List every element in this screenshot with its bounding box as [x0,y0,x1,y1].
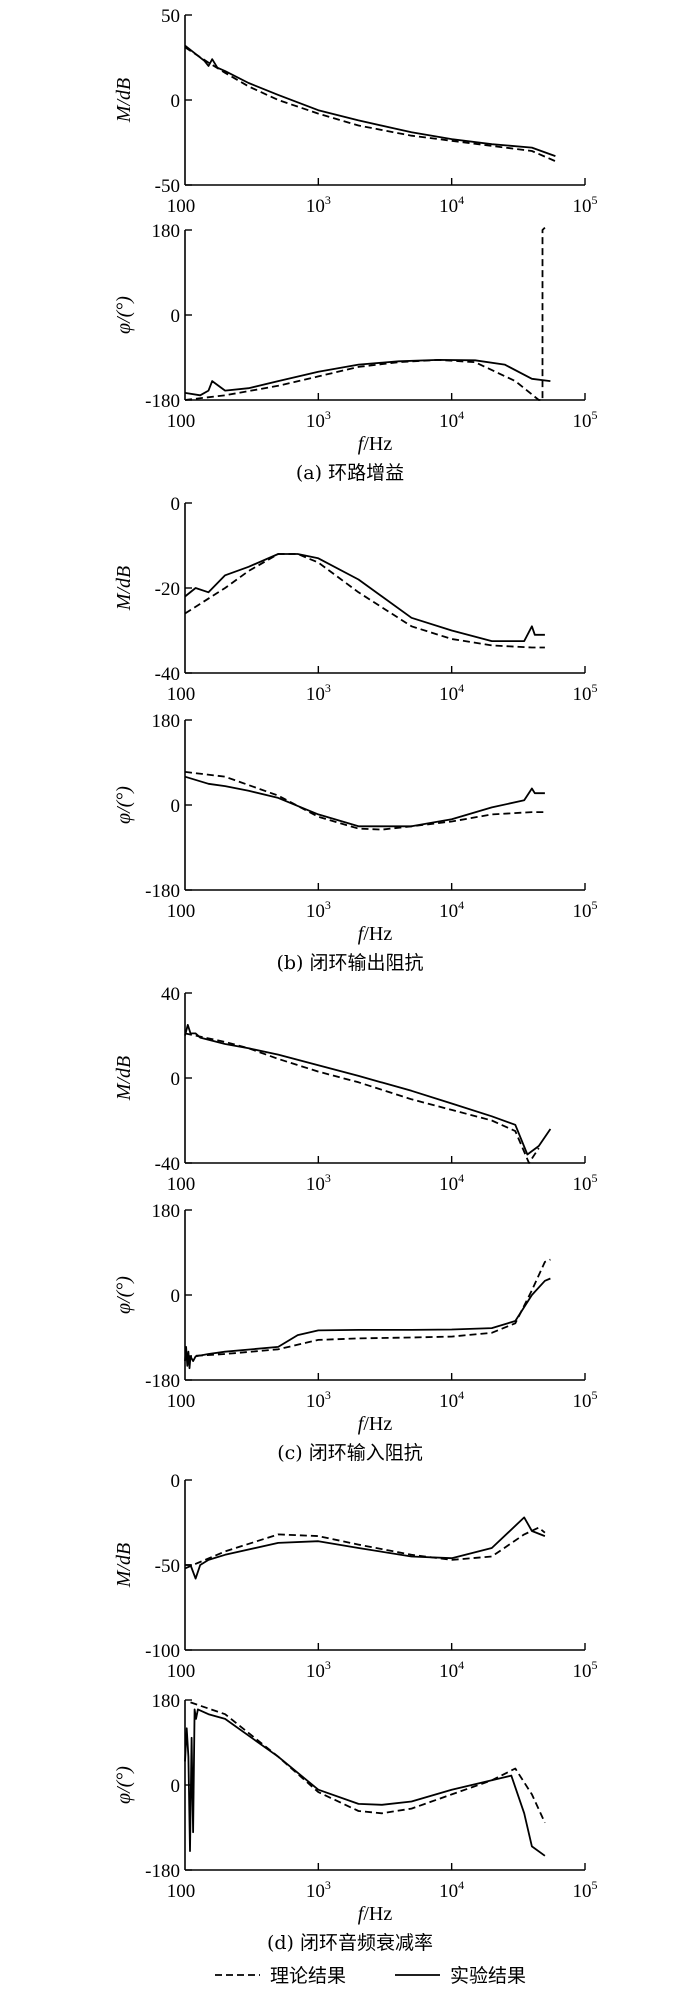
y-tick-label: 0 [171,306,181,327]
panel-caption: (d) 闭环音频衰减率 [267,1932,433,1954]
y-tick-label: 180 [152,711,181,732]
theory-series-line [184,1526,546,1570]
experiment-series-line [184,1024,552,1156]
x-tick-label: 100 [167,684,196,705]
y-tick-label: -180 [145,391,180,412]
x-tick-label: 105 [573,1878,598,1902]
x-axis-label: f/Hz [358,433,393,455]
y-tick-label: 0 [171,1286,181,1307]
y-tick-label: -40 [155,664,180,685]
y-axis-label: M/dB [113,78,135,123]
legend: 理论结果 实验结果 [215,1965,526,1987]
x-tick-label: 103 [306,1658,331,1682]
x-tick-label: 104 [439,1878,464,1902]
x-tick-label: 100 [167,411,196,432]
legend-label: 理论结果 [270,1965,346,1987]
y-axis-label: M/dB [113,1543,135,1588]
x-tick-label: 103 [306,1878,331,1902]
y-tick-label: 180 [152,1201,181,1222]
y-tick-label: -180 [145,1861,180,1882]
y-tick-label: -50 [155,176,180,197]
y-tick-label: 0 [171,1471,181,1492]
experiment-series-line [184,553,545,642]
y-tick-label: 0 [171,796,181,817]
y-tick-label: -40 [155,1154,180,1175]
legend-label: 实验结果 [450,1965,526,1987]
theory-series-line [184,1258,551,1358]
y-tick-label: -20 [155,579,180,600]
y-axis-label: φ/(°) [113,1276,135,1314]
x-tick-label: 100 [167,901,196,922]
y-tick-label: -100 [145,1641,180,1662]
y-tick-label: 0 [171,1776,181,1797]
x-tick-label: 100 [167,1391,196,1412]
x-tick-label: 105 [573,681,598,705]
x-tick-label: 105 [573,1658,598,1682]
x-tick-label: 100 [167,196,196,217]
y-tick-label: 180 [152,221,181,242]
panel-caption: (c) 闭环输入阻抗 [277,1442,423,1464]
theory-series-line [184,771,545,831]
y-tick-label: 180 [152,1691,181,1712]
experiment-series-line [184,1277,551,1370]
theory-series-line [184,1032,540,1164]
theory-series-line [184,46,556,163]
x-axis-label: f/Hz [358,1903,393,1925]
experiment-series-line [184,1708,546,1857]
x-tick-label: 103 [306,898,331,922]
y-tick-label: 0 [171,1069,181,1090]
y-tick-label: 40 [161,984,180,1005]
theory-series-line [184,553,545,649]
y-tick-label: -180 [145,1371,180,1392]
x-tick-label: 105 [573,1388,598,1412]
experiment-series-line [184,44,556,157]
x-tick-label: 103 [306,1388,331,1412]
x-tick-label: 103 [306,1171,331,1195]
x-tick-label: 104 [439,898,464,922]
experiment-series-line [184,358,551,397]
x-axis-label: f/Hz [358,923,393,945]
y-axis-label: φ/(°) [113,786,135,824]
x-tick-label: 103 [306,408,331,432]
x-tick-label: 105 [573,408,598,432]
y-tick-label: 50 [161,6,180,27]
y-axis-label: φ/(°) [113,296,135,334]
x-tick-label: 100 [167,1881,196,1902]
x-tick-label: 105 [573,193,598,217]
x-tick-label: 104 [439,1388,464,1412]
panel-caption: (a) 环路增益 [296,462,404,484]
y-axis-label: M/dB [113,566,135,611]
y-tick-label: -180 [145,881,180,902]
y-axis-label: M/dB [113,1056,135,1101]
x-tick-label: 104 [439,193,464,217]
x-axis-label: f/Hz [358,1413,393,1435]
x-tick-label: 103 [306,193,331,217]
x-tick-label: 100 [167,1174,196,1195]
x-tick-label: 105 [573,1171,598,1195]
x-tick-label: 104 [439,1658,464,1682]
experiment-series-line [184,775,545,828]
x-tick-label: 100 [167,1661,196,1682]
y-tick-label: 0 [171,91,181,112]
x-tick-label: 104 [439,408,464,432]
y-axis-label: φ/(°) [113,1766,135,1804]
experiment-series-line [185,1516,546,1580]
x-tick-label: 104 [439,681,464,705]
y-tick-label: -50 [155,1556,180,1577]
x-tick-label: 104 [439,1171,464,1195]
panel-caption: (b) 闭环输出阻抗 [276,952,423,974]
y-tick-label: 0 [171,494,181,515]
x-tick-label: 105 [573,898,598,922]
x-tick-label: 103 [306,681,331,705]
theory-series-line [184,226,546,401]
